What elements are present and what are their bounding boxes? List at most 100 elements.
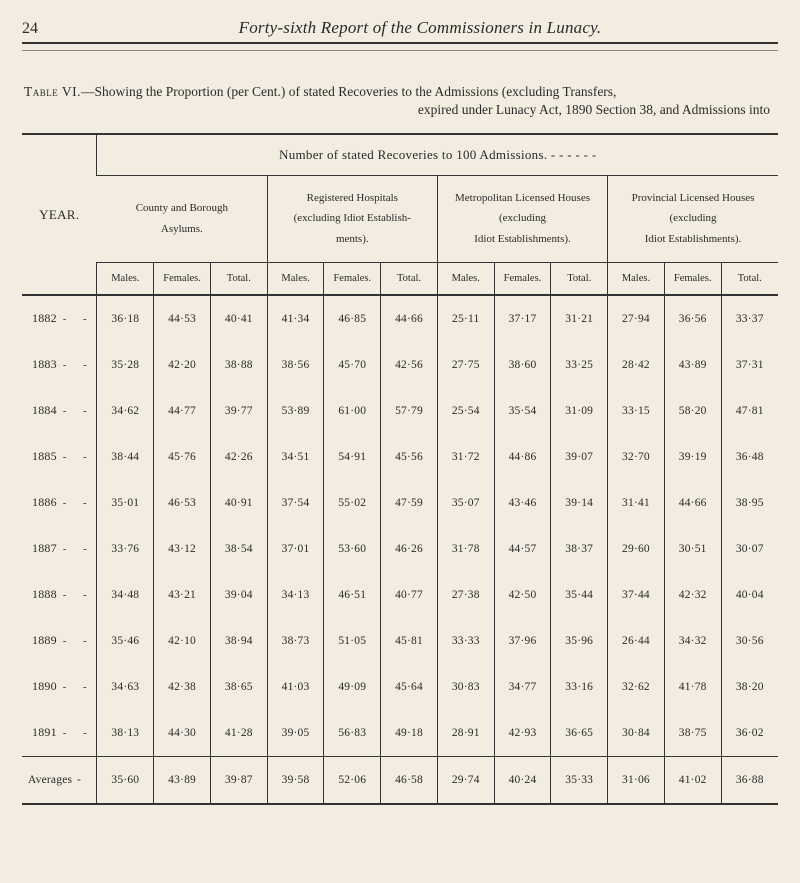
page-number: 24 bbox=[22, 20, 62, 38]
table-wrap: YEAR. Number of stated Recoveries to 100… bbox=[22, 133, 778, 804]
caption-line-1: —Showing the Proportion (per Cent.) of s… bbox=[81, 84, 616, 99]
data-cell: 38·20 bbox=[721, 664, 778, 710]
data-cell: 38·60 bbox=[494, 342, 551, 388]
data-cell: 45·64 bbox=[381, 664, 438, 710]
data-cell: 27·75 bbox=[437, 342, 494, 388]
data-cell: 46·26 bbox=[381, 526, 438, 572]
data-cell: 36·56 bbox=[664, 295, 721, 342]
number-header: Number of stated Recoveries to 100 Admis… bbox=[97, 135, 778, 176]
sub-females-4: Females. bbox=[664, 262, 721, 295]
data-cell: 40·04 bbox=[721, 572, 778, 618]
data-cell: 31·21 bbox=[551, 295, 608, 342]
data-cell: 39·77 bbox=[210, 388, 267, 434]
averages-cell: 35·60 bbox=[97, 756, 154, 804]
table-row: 1884- -34·6244·7739·7753·8961·0057·7925·… bbox=[22, 388, 778, 434]
year-cell: 1883- - bbox=[22, 342, 97, 388]
data-cell: 39·19 bbox=[664, 434, 721, 480]
page-header: 24 Forty-sixth Report of the Commissione… bbox=[22, 18, 778, 44]
group-provincial: Provincial Licensed Houses (excluding Id… bbox=[608, 176, 778, 262]
data-cell: 36·65 bbox=[551, 710, 608, 757]
table-row: 1886- -35·0146·5340·9137·5455·0247·5935·… bbox=[22, 480, 778, 526]
sub-total-1: Total. bbox=[210, 262, 267, 295]
data-cell: 42·26 bbox=[210, 434, 267, 480]
data-cell: 45·56 bbox=[381, 434, 438, 480]
averages-cell: 29·74 bbox=[437, 756, 494, 804]
data-cell: 61·00 bbox=[324, 388, 381, 434]
data-cell: 35·28 bbox=[97, 342, 154, 388]
data-cell: 37·54 bbox=[267, 480, 324, 526]
data-cell: 36·02 bbox=[721, 710, 778, 757]
data-cell: 27·38 bbox=[437, 572, 494, 618]
running-title: Forty-sixth Report of the Commissioners … bbox=[62, 18, 778, 38]
data-cell: 42·56 bbox=[381, 342, 438, 388]
sub-males-3: Males. bbox=[437, 262, 494, 295]
averages-cell: 46·58 bbox=[381, 756, 438, 804]
data-cell: 53·89 bbox=[267, 388, 324, 434]
group-metro-line3: Idiot Establishments). bbox=[442, 231, 603, 248]
group-prov-line2: (excluding bbox=[612, 210, 774, 227]
data-cell: 34·32 bbox=[664, 618, 721, 664]
data-cell: 42·93 bbox=[494, 710, 551, 757]
data-cell: 36·18 bbox=[97, 295, 154, 342]
data-cell: 43·21 bbox=[154, 572, 211, 618]
group-county: County and Borough Asylums. bbox=[97, 176, 267, 262]
data-cell: 34·62 bbox=[97, 388, 154, 434]
data-cell: 30·07 bbox=[721, 526, 778, 572]
data-cell: 46·51 bbox=[324, 572, 381, 618]
data-cell: 35·96 bbox=[551, 618, 608, 664]
data-cell: 38·88 bbox=[210, 342, 267, 388]
data-cell: 47·59 bbox=[381, 480, 438, 526]
averages-label: Averages - bbox=[22, 756, 97, 804]
table-row: 1883- -35·2842·2038·8838·5645·7042·5627·… bbox=[22, 342, 778, 388]
data-cell: 38·37 bbox=[551, 526, 608, 572]
data-cell: 37·01 bbox=[267, 526, 324, 572]
sub-males-2: Males. bbox=[267, 262, 324, 295]
data-cell: 38·65 bbox=[210, 664, 267, 710]
data-cell: 44·66 bbox=[381, 295, 438, 342]
year-cell: 1889- - bbox=[22, 618, 97, 664]
data-cell: 40·41 bbox=[210, 295, 267, 342]
data-cell: 34·77 bbox=[494, 664, 551, 710]
data-cell: 33·33 bbox=[437, 618, 494, 664]
sub-total-4: Total. bbox=[721, 262, 778, 295]
data-cell: 38·56 bbox=[267, 342, 324, 388]
data-cell: 30·83 bbox=[437, 664, 494, 710]
year-cell: 1884- - bbox=[22, 388, 97, 434]
data-cell: 31·78 bbox=[437, 526, 494, 572]
sub-females-2: Females. bbox=[324, 262, 381, 295]
group-registered-line3: ments). bbox=[272, 231, 433, 248]
year-cell: 1885- - bbox=[22, 434, 97, 480]
recoveries-table: YEAR. Number of stated Recoveries to 100… bbox=[22, 135, 778, 804]
data-cell: 33·76 bbox=[97, 526, 154, 572]
averages-cell: 39·58 bbox=[267, 756, 324, 804]
data-cell: 27·94 bbox=[608, 295, 665, 342]
data-cell: 39·07 bbox=[551, 434, 608, 480]
data-cell: 26·44 bbox=[608, 618, 665, 664]
data-cell: 28·91 bbox=[437, 710, 494, 757]
data-cell: 37·17 bbox=[494, 295, 551, 342]
data-cell: 41·03 bbox=[267, 664, 324, 710]
data-cell: 37·96 bbox=[494, 618, 551, 664]
data-cell: 44·86 bbox=[494, 434, 551, 480]
data-cell: 32·62 bbox=[608, 664, 665, 710]
data-cell: 30·84 bbox=[608, 710, 665, 757]
data-cell: 39·04 bbox=[210, 572, 267, 618]
data-cell: 41·34 bbox=[267, 295, 324, 342]
averages-cell: 35·33 bbox=[551, 756, 608, 804]
data-cell: 35·44 bbox=[551, 572, 608, 618]
data-cell: 39·14 bbox=[551, 480, 608, 526]
data-cell: 58·20 bbox=[664, 388, 721, 434]
sub-total-3: Total. bbox=[551, 262, 608, 295]
data-cell: 45·76 bbox=[154, 434, 211, 480]
data-cell: 34·13 bbox=[267, 572, 324, 618]
sub-males-1: Males. bbox=[97, 262, 154, 295]
data-cell: 25·11 bbox=[437, 295, 494, 342]
col-year-header: YEAR. bbox=[22, 135, 97, 294]
data-cell: 38·75 bbox=[664, 710, 721, 757]
data-cell: 35·07 bbox=[437, 480, 494, 526]
data-cell: 30·56 bbox=[721, 618, 778, 664]
data-cell: 51·05 bbox=[324, 618, 381, 664]
averages-cell: 40·24 bbox=[494, 756, 551, 804]
sub-males-4: Males. bbox=[608, 262, 665, 295]
data-cell: 43·46 bbox=[494, 480, 551, 526]
